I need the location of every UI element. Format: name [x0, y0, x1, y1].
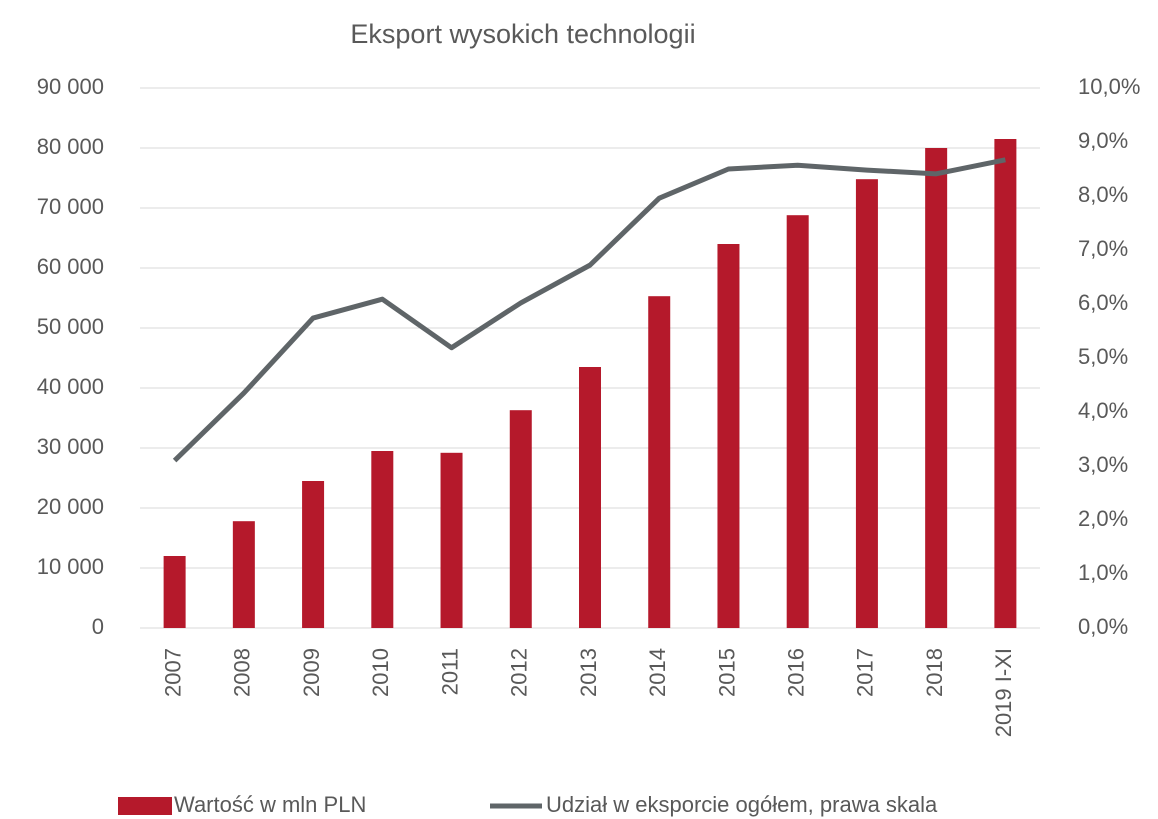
bar: [302, 481, 325, 628]
bar: [925, 148, 948, 628]
x-tick-label: 2011: [437, 648, 462, 695]
y-tick-label: 40 000: [37, 374, 104, 399]
x-tick-label: 2014: [645, 648, 670, 697]
bar: [994, 139, 1017, 628]
x-tick-label: 2007: [160, 648, 185, 697]
y-tick-label: 10 000: [37, 554, 104, 579]
y2-tick-label: 9,0%: [1078, 128, 1128, 153]
y-tick-label: 50 000: [37, 314, 104, 339]
bar: [786, 215, 809, 628]
y-tick-label: 60 000: [37, 254, 104, 279]
bar: [440, 452, 463, 628]
x-tick-label: 2016: [784, 648, 809, 697]
y-tick-label: 0: [92, 614, 104, 639]
y2-tick-label: 1,0%: [1078, 560, 1128, 585]
y2-tick-label: 7,0%: [1078, 236, 1128, 261]
x-tick-label: 2019 I-XI: [991, 648, 1016, 737]
y2-tick-label: 2,0%: [1078, 506, 1128, 531]
x-tick-label: 2013: [576, 648, 601, 697]
x-tick-label: 2018: [922, 648, 947, 697]
y2-tick-label: 10,0%: [1078, 74, 1140, 99]
bar: [648, 296, 671, 628]
y-tick-label: 80 000: [37, 134, 104, 159]
bar: [232, 521, 255, 628]
chart-title: Eksport wysokich technologii: [350, 19, 695, 49]
bar: [371, 451, 394, 628]
y2-tick-label: 0,0%: [1078, 614, 1128, 639]
legend-swatch: [118, 797, 172, 815]
legend-label: Udział w eksporcie ogółem, prawa skala: [546, 792, 938, 817]
y2-tick-label: 6,0%: [1078, 290, 1128, 315]
x-tick-label: 2009: [299, 648, 324, 697]
x-tick-label: 2008: [230, 648, 255, 697]
y2-tick-label: 4,0%: [1078, 398, 1128, 423]
bar: [509, 410, 532, 628]
bar: [717, 244, 740, 628]
legend-label: Wartość w mln PLN: [174, 792, 366, 817]
bar: [579, 367, 601, 628]
bar: [855, 179, 878, 628]
y2-tick-label: 8,0%: [1078, 182, 1128, 207]
bar: [163, 556, 186, 628]
x-tick-label: 2015: [714, 648, 739, 697]
x-tick-label: 2012: [507, 648, 532, 697]
x-tick-label: 2010: [368, 648, 393, 697]
y-tick-label: 70 000: [37, 194, 104, 219]
y2-tick-label: 5,0%: [1078, 344, 1128, 369]
y-tick-label: 20 000: [37, 494, 104, 519]
x-tick-label: 2017: [853, 648, 878, 697]
y-tick-label: 30 000: [37, 434, 104, 459]
line: [172, 157, 1006, 463]
y-tick-label: 90 000: [37, 74, 104, 99]
y2-tick-label: 3,0%: [1078, 452, 1128, 477]
